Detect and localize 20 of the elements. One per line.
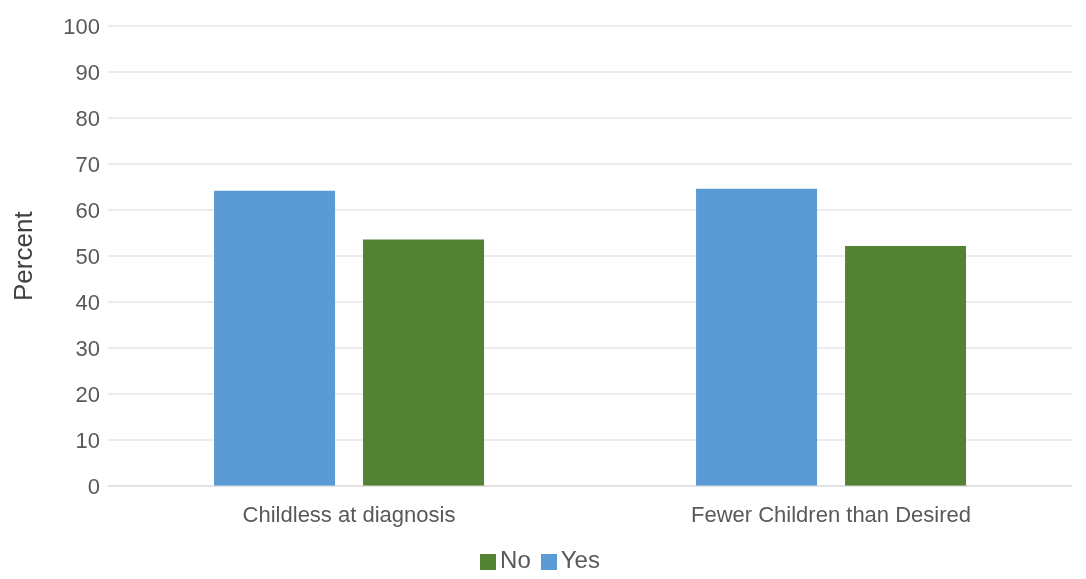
y-tick-label: 40	[75, 289, 100, 315]
y-tick-label: 80	[75, 105, 100, 131]
y-tick-label: 50	[75, 243, 100, 269]
y-tick-label: 100	[63, 13, 100, 39]
y-tick-label: 20	[75, 381, 100, 407]
bar	[696, 188, 818, 486]
legend-label: Yes	[560, 546, 600, 573]
x-tick-label: Childless at diagnosis	[242, 501, 456, 527]
bar	[845, 245, 967, 486]
y-tick-label: 90	[75, 59, 100, 85]
y-tick-label: 70	[75, 151, 100, 177]
y-tick-label: 0	[87, 473, 100, 499]
bar	[363, 239, 485, 486]
y-tick-label: 60	[75, 197, 100, 223]
y-axis-title: Percent	[8, 210, 39, 301]
bar	[214, 190, 336, 486]
x-tick-label: Fewer Children than Desired	[690, 501, 972, 527]
y-tick-label: 30	[75, 335, 100, 361]
y-tick-label: 10	[75, 427, 100, 453]
legend-label: No	[500, 546, 531, 573]
